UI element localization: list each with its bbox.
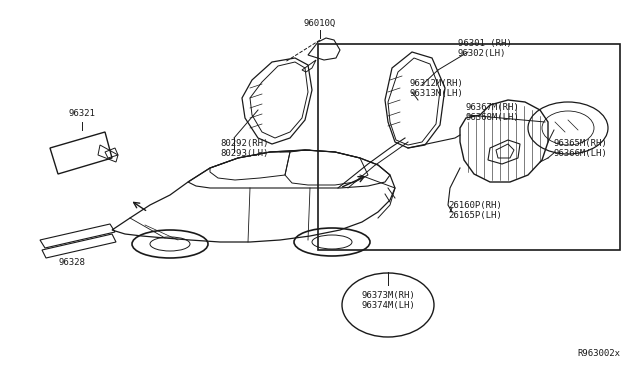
Text: 26160P(RH): 26160P(RH)	[448, 201, 502, 210]
Text: 96313M(LH): 96313M(LH)	[410, 89, 464, 98]
Text: 96367M(RH): 96367M(RH)	[466, 103, 520, 112]
Text: 96365M(RH): 96365M(RH)	[554, 139, 608, 148]
Text: 80293(LH): 80293(LH)	[220, 149, 268, 158]
Text: 96302(LH): 96302(LH)	[458, 49, 506, 58]
Text: 96366M(LH): 96366M(LH)	[554, 149, 608, 158]
Text: 96368M(LH): 96368M(LH)	[466, 113, 520, 122]
Text: 96010Q: 96010Q	[304, 19, 336, 28]
Bar	[318, 44, 620, 250]
Text: 96301 (RH): 96301 (RH)	[458, 39, 512, 48]
Text: 96321: 96321	[68, 109, 95, 118]
Text: R963002x: R963002x	[577, 349, 620, 358]
Text: 96328: 96328	[59, 258, 85, 267]
Text: 96374M(LH): 96374M(LH)	[361, 301, 415, 310]
Text: 26165P(LH): 26165P(LH)	[448, 211, 502, 220]
Text: 96312M(RH): 96312M(RH)	[410, 79, 464, 88]
Text: 80292(RH): 80292(RH)	[220, 139, 268, 148]
Text: 96373M(RH): 96373M(RH)	[361, 291, 415, 300]
